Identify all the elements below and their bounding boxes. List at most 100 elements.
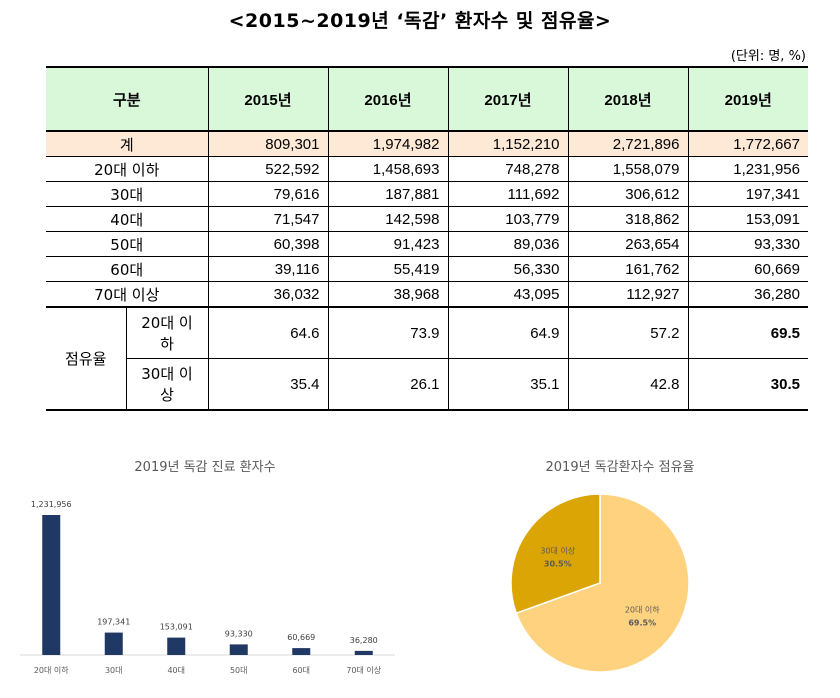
table-header-year: 2017년 <box>447 66 568 132</box>
pie-slice-value: 30.5% <box>544 559 572 568</box>
table-cell: 91,423 <box>327 231 448 257</box>
pie-slice-label: 30대 이상 <box>540 545 575 555</box>
row-label: 30대 <box>46 181 208 207</box>
table-cell: 30.5 <box>687 358 808 411</box>
table-cell: 39,116 <box>207 256 328 282</box>
table-cell: 1,558,079 <box>567 156 688 182</box>
x-tick-label: 60대 <box>292 666 310 675</box>
pie-slice <box>515 493 690 673</box>
table-cell: 522,592 <box>207 156 328 182</box>
table-header-year: 2019년 <box>687 66 808 132</box>
table-row: 20대 이하 522,592 1,458,693 748,278 1,558,0… <box>46 156 808 182</box>
table-cell: 55,419 <box>327 256 448 282</box>
table-cell: 318,862 <box>567 206 688 232</box>
table-cell: 1,974,982 <box>327 131 448 157</box>
table-row: 30대 79,616 187,881 111,692 306,612 197,3… <box>46 181 808 207</box>
pie-chart: 20대 이하 69.5% 30대 이상 30.5% <box>510 493 690 673</box>
share-group-label: 점유율 <box>46 306 126 411</box>
row-label: 계 <box>46 131 208 157</box>
table-cell: 71,547 <box>207 206 328 232</box>
table-cell: 35.4 <box>207 358 328 411</box>
x-tick-label: 50대 <box>230 666 248 675</box>
row-label: 20대 이하 <box>46 156 208 182</box>
bar <box>104 632 123 655</box>
row-label: 30대 이상 <box>125 358 208 411</box>
table-row-share: 점유율 20대 이하 64.6 73.9 64.9 57.2 69.5 <box>46 306 808 411</box>
table-row: 40대 71,547 142,598 103,779 318,862 153,0… <box>46 206 808 232</box>
bar-chart-title: 2019년 독감 진료 환자수 <box>134 460 276 475</box>
row-label: 60대 <box>46 256 208 282</box>
page-title: <2015~2019년 ‘독감’ 환자수 및 점유율> <box>228 10 612 32</box>
table-cell: 36,032 <box>207 281 328 308</box>
table-cell: 111,692 <box>447 181 568 207</box>
table-cell: 35.1 <box>447 358 568 411</box>
bar-chart-panel: 2019년 독감 진료 환자수 1,231,956 20대 이하 197,341 30… <box>10 440 400 690</box>
row-label: 50대 <box>46 231 208 257</box>
table-cell: 64.9 <box>447 306 568 359</box>
table-cell: 103,779 <box>447 206 568 232</box>
pie-chart-title: 2019년 독감환자수 점유율 <box>545 460 695 475</box>
table-cell: 43,095 <box>447 281 568 308</box>
bar-data-label: 93,330 <box>225 629 253 638</box>
table-cell: 79,616 <box>207 181 328 207</box>
table-cell: 60,669 <box>687 256 808 282</box>
table-cell: 73.9 <box>327 306 448 359</box>
table-header-year: 2018년 <box>567 66 688 132</box>
bar-data-label: 1,231,956 <box>31 500 72 509</box>
table-cell: 748,278 <box>447 156 568 182</box>
bar-data-label: 60,669 <box>287 633 315 642</box>
table-cell: 26.1 <box>327 358 448 411</box>
bar-data-label: 197,341 <box>97 618 130 627</box>
table-cell: 112,927 <box>567 281 688 308</box>
table-cell: 263,654 <box>567 231 688 257</box>
table-cell: 57.2 <box>567 306 688 359</box>
x-tick-label: 40대 <box>167 666 185 675</box>
table-header-year: 2016년 <box>327 66 448 132</box>
table-cell: 197,341 <box>687 181 808 207</box>
table-cell: 187,881 <box>327 181 448 207</box>
table-cell: 93,330 <box>687 231 808 257</box>
table-cell: 69.5 <box>687 306 808 359</box>
table-row-share: 30대 이상 35.4 26.1 35.1 42.8 30.5 <box>46 358 808 411</box>
pie-chart-panel: 2019년 독감환자수 점유율 20대 이하 69.5% 30대 이상 30.5% <box>440 440 800 690</box>
bar <box>292 648 311 655</box>
table-cell: 809,301 <box>207 131 328 157</box>
row-label: 70대 이상 <box>46 281 208 308</box>
table-cell: 153,091 <box>687 206 808 232</box>
table-cell: 1,231,956 <box>687 156 808 182</box>
table-cell: 64.6 <box>207 306 328 359</box>
row-label: 40대 <box>46 206 208 232</box>
table-cell: 2,721,896 <box>567 131 688 157</box>
bar <box>354 650 373 655</box>
patient-table: 구분 2015년 2016년 2017년 2018년 2019년 계 809,3… <box>46 66 808 411</box>
pie-slice <box>510 493 601 615</box>
table-cell: 36,280 <box>687 281 808 308</box>
x-tick-label: 70대 이상 <box>346 665 381 675</box>
unit-label: (단위: 명, %) <box>730 49 806 64</box>
table-cell: 1,458,693 <box>327 156 448 182</box>
table-header-year: 2015년 <box>207 66 328 132</box>
table-cell: 60,398 <box>207 231 328 257</box>
bar <box>42 515 61 655</box>
table-row: 50대 60,398 91,423 89,036 263,654 93,330 <box>46 231 808 257</box>
bar-chart: 1,231,956 20대 이하 197,341 30대 153,091 40대 93,33… <box>20 500 395 675</box>
table-cell: 42.8 <box>567 358 688 411</box>
table-row: 60대 39,116 55,419 56,330 161,762 60,669 <box>46 256 808 282</box>
table-cell: 306,612 <box>567 181 688 207</box>
bar-data-label: 153,091 <box>160 623 193 632</box>
table-row: 70대 이상 36,032 38,968 43,095 112,927 36,2… <box>46 281 808 308</box>
table-header-row: 구분 2015년 2016년 2017년 2018년 2019년 <box>46 66 808 132</box>
table-cell: 89,036 <box>447 231 568 257</box>
bar <box>229 644 248 655</box>
table-cell: 38,968 <box>327 281 448 308</box>
table-header-category: 구분 <box>46 66 208 132</box>
table-cell: 161,762 <box>567 256 688 282</box>
x-tick-label: 20대 이하 <box>34 665 69 675</box>
table-cell: 142,598 <box>327 206 448 232</box>
pie-slice-label: 20대 이하 <box>625 605 660 615</box>
bar <box>167 637 186 655</box>
table-cell: 56,330 <box>447 256 568 282</box>
pie-slice-value: 69.5% <box>628 619 656 628</box>
table-cell: 1,152,210 <box>447 131 568 157</box>
table-row-total: 계 809,301 1,974,982 1,152,210 2,721,896 … <box>46 131 808 157</box>
